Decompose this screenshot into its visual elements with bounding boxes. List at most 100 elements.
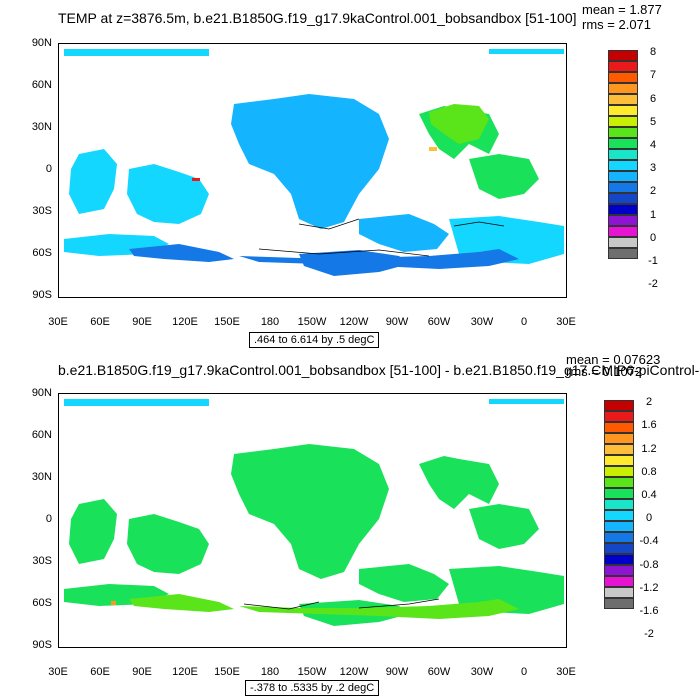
- colorbar-tick: 1.6: [641, 419, 657, 431]
- colorbar-tick: 7: [649, 69, 657, 81]
- colorbar-swatch: [608, 50, 638, 61]
- lat-label: 30N: [31, 121, 52, 133]
- colorbar-swatch: [608, 138, 638, 149]
- rms-value: rms = 2.071: [582, 17, 652, 32]
- lat-label: 90N: [31, 37, 52, 49]
- warm-spot-atlantic: [429, 147, 437, 151]
- lon-label: 60E: [90, 666, 110, 678]
- colorbar-swatch: [604, 444, 634, 455]
- arctic-strip-east: [489, 399, 564, 404]
- contour-line: [453, 221, 505, 227]
- contour-line: [258, 248, 430, 257]
- ocean-field-map: [64, 49, 564, 276]
- arctic-strip: [64, 399, 209, 406]
- map-plot: [58, 393, 567, 648]
- lon-label: 30W: [470, 666, 494, 678]
- indian-ocean-east: [127, 514, 209, 574]
- lat-label: 0: [45, 513, 52, 525]
- lat-label: 60N: [31, 79, 52, 91]
- lat-label: 30S: [32, 205, 52, 217]
- lon-label: 60E: [90, 316, 110, 328]
- warm-spot: [111, 601, 116, 605]
- indian-ocean-region: [69, 149, 117, 214]
- southern-ocean-pacific: [239, 249, 519, 269]
- colorbar-tick: -2: [648, 278, 658, 290]
- southern-ocean-deep: [129, 594, 234, 612]
- lat-label: 60N: [31, 429, 52, 441]
- colorbar-swatch: [608, 193, 638, 204]
- lon-label: 150E: [214, 666, 240, 678]
- lat-label: 60S: [32, 247, 52, 259]
- north-atlantic-warm: [429, 104, 489, 144]
- colorbar-swatch: [604, 411, 634, 422]
- lat-label: 30N: [31, 471, 52, 483]
- lon-label: 90W: [385, 316, 409, 328]
- colorbar-swatch: [604, 510, 634, 521]
- colorbar-swatch: [608, 248, 638, 259]
- colorbar-tick: 0.8: [641, 466, 657, 478]
- colorbar-swatch: [608, 237, 638, 248]
- lat-label: 30S: [32, 555, 52, 567]
- lat-label: 60S: [32, 597, 52, 609]
- bottom-panel: b.e21.B1850G.f19_g17.9kaControl.001_bobs…: [0, 350, 700, 700]
- equatorial-atlantic-region: [469, 504, 539, 549]
- colorbar-swatch: [604, 477, 634, 488]
- colorbar-tick: -0.4: [639, 535, 659, 547]
- colorbar-tick: 1.2: [641, 443, 657, 455]
- mean-value: mean = 0.07623: [566, 352, 661, 367]
- colorbar-swatch: [604, 554, 634, 565]
- indian-ocean-region: [69, 499, 117, 564]
- colorbar-swatch: [608, 215, 638, 226]
- contour-line: [358, 598, 440, 609]
- range-label: -.378 to .5335 by .2 degC: [245, 680, 380, 696]
- colorbar-swatch: [604, 466, 634, 477]
- arctic-strip-east: [489, 49, 564, 54]
- colorbar-swatch: [604, 400, 634, 411]
- colorbar-swatch: [608, 226, 638, 237]
- colorbar-swatch: [604, 433, 634, 444]
- south-atlantic-region: [449, 566, 564, 614]
- colorbar-tick: -1.2: [639, 582, 659, 594]
- colorbar-tick: 3: [649, 162, 657, 174]
- lon-label: 30E: [48, 666, 68, 678]
- mean-value: mean = 1.877: [582, 2, 662, 17]
- colorbar-swatch: [604, 499, 634, 510]
- lon-label: 90E: [132, 316, 152, 328]
- southern-ocean-pacific: [239, 599, 519, 619]
- colorbar-swatch: [604, 565, 634, 576]
- lon-label: 30E: [556, 666, 576, 678]
- rms-value: rms = 0.1072: [566, 364, 643, 379]
- colorbar-swatch: [608, 149, 638, 160]
- colorbar-swatch: [608, 127, 638, 138]
- plot-title: b.e21.B1850G.f19_g17.9kaControl.001_bobs…: [58, 362, 700, 378]
- colorbar-tick: -2: [644, 628, 654, 640]
- ocean-field-map: [64, 399, 564, 626]
- colorbar-swatch: [608, 105, 638, 116]
- lon-label: 120E: [172, 316, 198, 328]
- plot-title: TEMP at z=3876.5m, b.e21.B1850G.f19_g17.…: [58, 10, 577, 26]
- lon-label: 30W: [470, 316, 494, 328]
- colorbar-swatch: [604, 598, 634, 609]
- colorbar-swatch: [608, 204, 638, 215]
- contour-line: [298, 218, 360, 230]
- lon-label: 150W: [297, 316, 327, 328]
- pacific-south-region: [359, 564, 449, 602]
- colorbar-swatch: [608, 72, 638, 83]
- lon-label: 150W: [297, 666, 327, 678]
- colorbar-tick: 0.4: [641, 489, 657, 501]
- colorbar-swatch: [608, 171, 638, 182]
- lat-label: 90N: [31, 387, 52, 399]
- colorbar-tick: -0.8: [639, 559, 659, 571]
- pacific-region: [231, 444, 389, 579]
- colorbar-swatch: [608, 182, 638, 193]
- arctic-strip: [64, 49, 209, 56]
- range-label: .464 to 6.614 by .5 degC: [249, 332, 380, 348]
- colorbar-tick: -1: [648, 255, 658, 267]
- lon-label: 120E: [172, 666, 198, 678]
- colorbar-swatch: [608, 61, 638, 72]
- colorbar-swatch: [604, 576, 634, 587]
- top-panel: TEMP at z=3876.5m, b.e21.B1850G.f19_g17.…: [31, 2, 662, 348]
- colorbar-tick: -1.6: [639, 605, 659, 617]
- colorbar-tick: 6: [649, 93, 657, 105]
- contour-line: [243, 601, 320, 610]
